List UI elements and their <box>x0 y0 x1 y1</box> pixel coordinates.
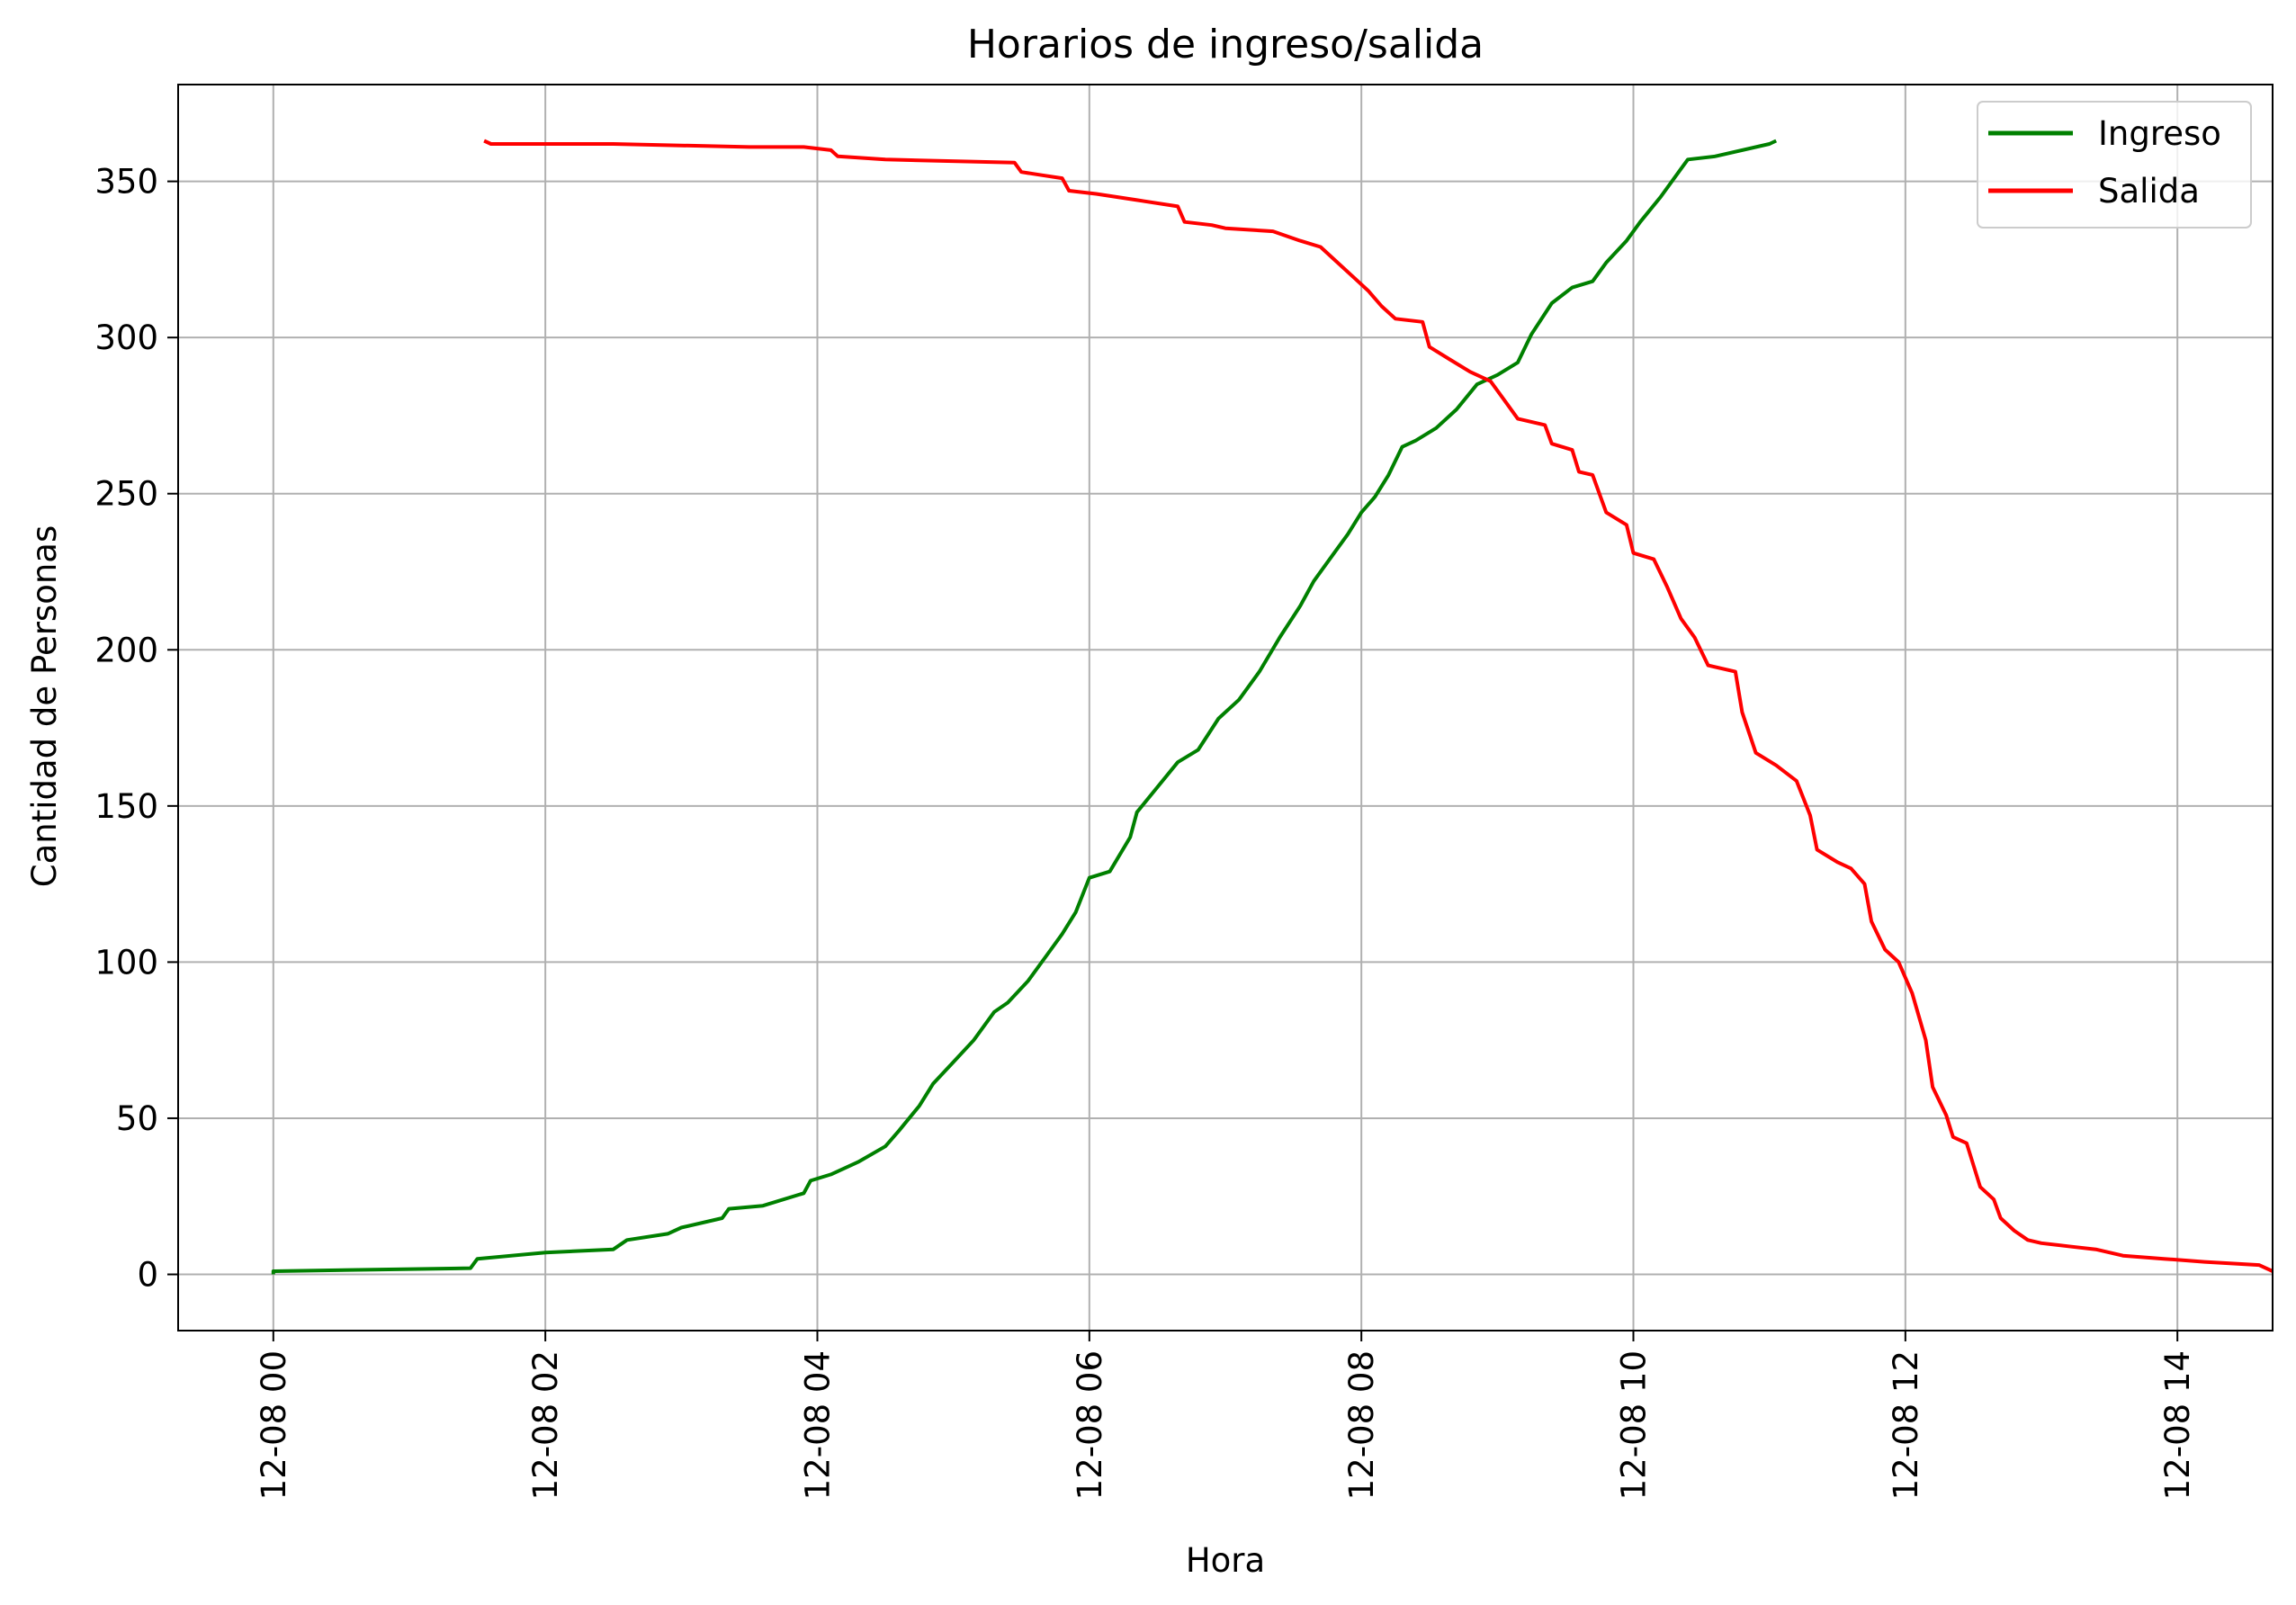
y-axis-label: Cantidad de Personas <box>25 525 64 887</box>
x-axis: 12-08 00 12-08 02 12-08 04 12-08 06 12-08 08… <box>255 1331 2197 1500</box>
y-tick-label: 300 <box>94 318 158 357</box>
y-tick-label: 350 <box>94 163 158 202</box>
x-axis-label: Hora <box>1186 1541 1265 1580</box>
y-tick-label: 250 <box>94 475 158 514</box>
chart-title: Horarios de ingreso/salida <box>967 22 1484 67</box>
x-tick-label: 12-08 04 <box>798 1350 837 1500</box>
y-tick-label: 100 <box>94 943 158 982</box>
y-tick-label: 0 <box>137 1256 158 1295</box>
series-lines <box>271 139 2274 1275</box>
plot-frame <box>177 84 2274 1332</box>
x-tick-label: 12-08 14 <box>2158 1350 2197 1500</box>
grid <box>178 85 2273 1331</box>
series-line-salida <box>483 139 2274 1273</box>
series-line-ingreso <box>271 139 1778 1275</box>
x-tick-label: 12-08 08 <box>1342 1350 1381 1500</box>
x-tick-label: 12-08 10 <box>1615 1350 1654 1500</box>
legend-label-ingreso: Ingreso <box>2098 114 2221 153</box>
y-tick-label: 150 <box>94 787 158 826</box>
legend: Ingreso Salida <box>1977 101 2252 229</box>
legend-label-salida: Salida <box>2098 172 2200 211</box>
x-tick-label: 12-08 06 <box>1071 1350 1109 1500</box>
y-axis: 0 50 100 150 200 250 300 350 <box>94 163 178 1295</box>
y-tick-label: 200 <box>94 631 158 669</box>
x-tick-label: 12-08 12 <box>1887 1350 1925 1500</box>
x-tick-label: 12-08 02 <box>526 1350 565 1500</box>
x-tick-label: 12-08 00 <box>255 1350 293 1500</box>
y-tick-label: 50 <box>116 1099 158 1138</box>
